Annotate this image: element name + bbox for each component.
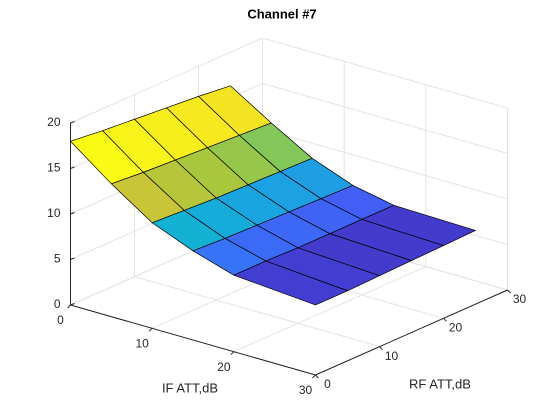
tick bbox=[70, 121, 75, 124]
grid-line bbox=[134, 276, 380, 348]
tick bbox=[148, 327, 153, 332]
x-axis bbox=[70, 304, 316, 376]
tick bbox=[70, 257, 75, 260]
grid-line bbox=[70, 37, 263, 124]
tick bbox=[312, 374, 316, 379]
tick bbox=[230, 351, 235, 356]
tick bbox=[67, 304, 71, 309]
x-tick-label: 30 bbox=[299, 383, 313, 397]
y-axis bbox=[315, 289, 508, 376]
z-tick-label: 0 bbox=[54, 297, 61, 311]
grid-line bbox=[233, 266, 427, 353]
tick bbox=[507, 289, 511, 294]
z-tick-label: 10 bbox=[47, 206, 61, 220]
surface-cell bbox=[233, 260, 348, 306]
z-tick-label: 5 bbox=[54, 252, 61, 266]
chart-title: Channel #7 bbox=[247, 6, 316, 21]
grid-line bbox=[262, 128, 508, 200]
tick bbox=[379, 346, 383, 351]
y-tick-label: 30 bbox=[513, 292, 527, 306]
x-tick-label: 20 bbox=[217, 360, 231, 374]
tick bbox=[70, 303, 75, 306]
y-tick-label: 20 bbox=[449, 321, 463, 335]
tick bbox=[315, 374, 319, 379]
y-axis-label: RF ATT,dB bbox=[409, 376, 471, 391]
tick bbox=[70, 166, 75, 169]
z-tick-label: 20 bbox=[47, 115, 61, 129]
y-tick-label: 10 bbox=[385, 349, 399, 363]
grid-line bbox=[262, 37, 508, 109]
z-tick-label: 15 bbox=[47, 161, 61, 175]
x-axis-label: IF ATT,dB bbox=[162, 380, 218, 395]
tick bbox=[70, 212, 75, 215]
tick bbox=[443, 317, 447, 322]
grid-line bbox=[262, 83, 508, 154]
x-tick-label: 10 bbox=[135, 337, 149, 351]
y-tick-label: 0 bbox=[324, 377, 331, 391]
x-tick-label: 0 bbox=[57, 313, 64, 327]
